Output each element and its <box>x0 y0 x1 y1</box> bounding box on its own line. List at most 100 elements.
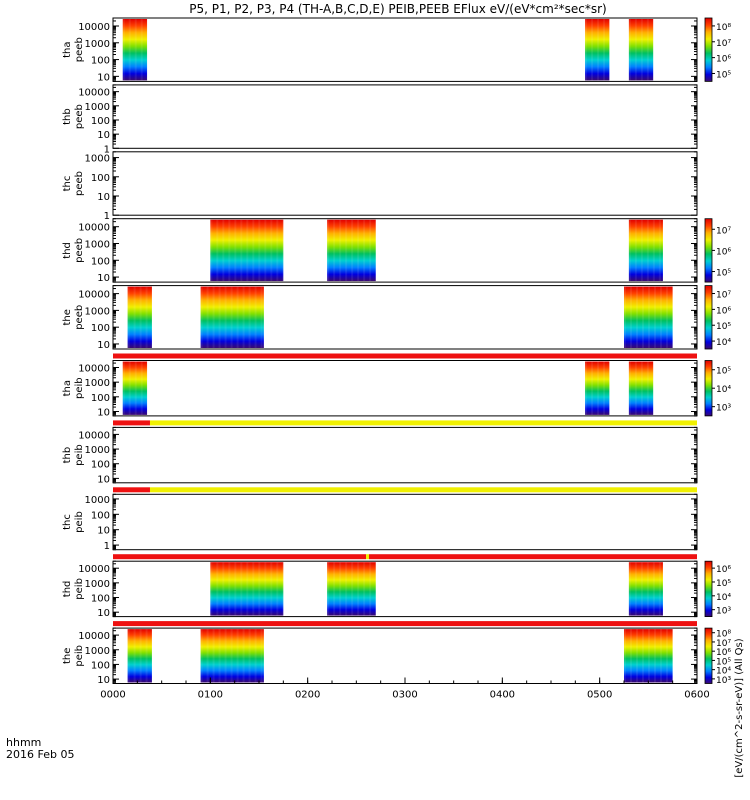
spectrogram-stripe <box>591 361 594 415</box>
spectrogram-stripe <box>628 219 631 282</box>
y-tick-label: 100 <box>91 173 110 184</box>
spectrogram-stripe <box>254 629 257 683</box>
colorbar-tick-label: 10⁵ <box>716 579 731 589</box>
spectrogram-stripe <box>127 286 130 348</box>
y-tick-label: 100 <box>91 116 110 127</box>
spectrogram-stripe <box>140 19 143 81</box>
spectrogram-block <box>585 19 610 81</box>
y-tick-label: 10000 <box>78 290 110 301</box>
colorbar-tick-label: 10⁴ <box>716 338 731 348</box>
status-bar-segment <box>149 487 697 493</box>
panel-frame <box>112 493 698 551</box>
spectrogram-stripe <box>345 219 348 282</box>
spectrogram-stripe <box>369 219 372 282</box>
panel-ylabel-probe: the <box>62 309 73 325</box>
spectrogram-stripe <box>363 562 366 616</box>
panel-ylabel-product: peeb <box>74 37 85 62</box>
colorbar-tick-label: 10⁵ <box>716 269 731 279</box>
y-tick-label: 100 <box>91 56 110 67</box>
spectrogram-stripe <box>212 286 215 348</box>
spectrogram-stripe <box>357 219 360 282</box>
colorbar-tick-label: 10⁴ <box>716 593 731 603</box>
spectrogram-stripe <box>636 629 638 683</box>
spectrogram-stripe <box>258 219 261 282</box>
panel-ylabel-probe: thb <box>62 447 73 464</box>
colorbar-label: [eV/(cm^2-s-sr-eV)] (All Qs) <box>734 638 745 777</box>
spectrogram-stripe <box>230 286 233 348</box>
spectrogram-stripe <box>276 219 279 282</box>
spectrogram-stripe <box>276 562 279 616</box>
spectrogram-stripe <box>609 19 612 81</box>
spectrogram-stripe <box>666 286 668 348</box>
time-axis-date: 2016 Feb 05 <box>6 748 74 761</box>
spectrogram-stripe <box>210 219 213 282</box>
spectrogram-block <box>210 219 284 282</box>
spectrogram-stripe <box>218 286 221 348</box>
status-bar-segment <box>149 420 697 426</box>
panel-ylabel-probe: tha <box>62 380 73 396</box>
spectrogram-stripe <box>624 286 626 348</box>
spectrogram-stripe <box>597 19 600 81</box>
colorbar-tick-label: 10⁶ <box>716 648 731 658</box>
y-tick-label: 10 <box>97 273 110 284</box>
spectrogram-stripe <box>609 361 612 415</box>
panel-ylabel-product: peib <box>74 444 85 466</box>
spectrogram-stripe <box>634 19 637 81</box>
spectrogram-stripe <box>648 286 650 348</box>
status-bar-segment <box>366 554 369 560</box>
spectrogram-stripe <box>660 629 662 683</box>
colorbar-tick-label: 10⁶ <box>716 306 731 316</box>
spectrogram-stripe <box>146 361 149 415</box>
y-tick-label: 100 <box>91 594 110 605</box>
spectrogram-stripe <box>658 562 661 616</box>
spectrogram-stripe <box>640 361 643 415</box>
spectrogram-stripe <box>658 219 661 282</box>
spectrogram-stripe <box>128 19 131 81</box>
spectrogram-block <box>127 286 152 348</box>
status-bar-segment <box>113 554 367 560</box>
spectrogram-stripe <box>230 629 233 683</box>
panel-ylabel-product: peeb <box>74 238 85 263</box>
status-bar-segment <box>368 554 697 560</box>
spectrogram-stripe <box>206 286 209 348</box>
panel-frame <box>112 218 698 283</box>
spectrogram-stripe <box>660 286 662 348</box>
colorbar-tick-label: 10⁶ <box>716 247 731 257</box>
y-tick-label: 10 <box>97 130 110 141</box>
colorbar-tick-label: 10⁷ <box>716 291 731 301</box>
spectrogram-stripe <box>222 219 225 282</box>
spectrogram-stripe <box>128 361 131 415</box>
spectrogram-stripe <box>672 286 674 348</box>
x-tick-label: 0100 <box>198 690 223 701</box>
spectrogram-stripe <box>363 219 366 282</box>
spectrogram-stripe <box>369 562 372 616</box>
colorbar <box>704 285 713 350</box>
spectrogram-stripe <box>652 19 655 81</box>
spectrogram-stripe <box>333 562 336 616</box>
y-tick-label: 100 <box>91 256 110 267</box>
panel-frame <box>112 84 698 149</box>
spectrogram-stripe <box>636 286 638 348</box>
spectrogram-stripe <box>642 286 644 348</box>
spectrogram-stripe <box>640 19 643 81</box>
spectrogram-stripe <box>339 219 342 282</box>
spectrogram-stripe <box>327 219 330 282</box>
spectrogram-stripe <box>597 361 600 415</box>
status-bar-segment <box>113 420 150 426</box>
spectrogram-stripe <box>146 19 149 81</box>
spectrogram-stripe <box>630 286 632 348</box>
y-tick-label: 100 <box>91 393 110 404</box>
spectrogram-stripe <box>133 629 136 683</box>
y-tick-label: 10000 <box>78 223 110 234</box>
spectrogram-stripe <box>252 562 255 616</box>
spectrogram-stripe <box>216 562 219 616</box>
spectrogram-block <box>327 219 376 282</box>
spectrogram-stripe <box>642 629 644 683</box>
spectrogram-stripe <box>603 19 606 81</box>
spectrogram-stripe <box>351 562 354 616</box>
spectrogram-stripe <box>654 629 656 683</box>
spectrogram-block <box>327 562 376 616</box>
y-tick-label: 10000 <box>78 88 110 99</box>
spectrogram-stripe <box>139 286 142 348</box>
